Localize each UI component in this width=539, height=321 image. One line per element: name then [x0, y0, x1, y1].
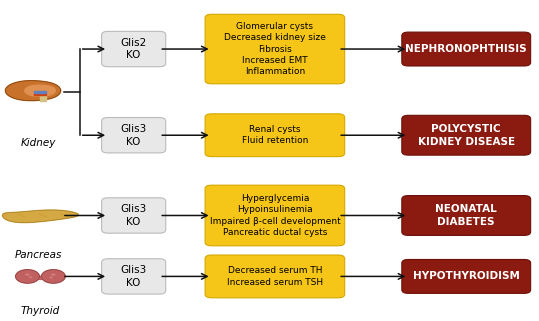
- FancyBboxPatch shape: [205, 114, 345, 157]
- FancyBboxPatch shape: [205, 255, 345, 298]
- Text: Pancreas: Pancreas: [15, 250, 63, 260]
- Text: Decreased serum TH
Increased serum TSH: Decreased serum TH Increased serum TSH: [227, 266, 323, 287]
- FancyBboxPatch shape: [402, 195, 530, 235]
- FancyBboxPatch shape: [101, 198, 166, 233]
- Text: Glis2
KO: Glis2 KO: [121, 38, 147, 60]
- Polygon shape: [42, 270, 65, 283]
- Text: Renal cysts
Fluid retention: Renal cysts Fluid retention: [241, 125, 308, 145]
- Text: POLYCYSTIC
KIDNEY DISEASE: POLYCYSTIC KIDNEY DISEASE: [418, 124, 515, 147]
- FancyBboxPatch shape: [205, 14, 345, 84]
- Text: Glis3
KO: Glis3 KO: [121, 204, 147, 227]
- Bar: [40, 94, 46, 101]
- Polygon shape: [5, 81, 61, 101]
- Text: Hyperglycemia
Hypoinsulinemia
Impaired β-cell development
Pancreatic ductal cyst: Hyperglycemia Hypoinsulinemia Impaired β…: [210, 194, 340, 237]
- Bar: [34, 93, 46, 95]
- Ellipse shape: [52, 274, 55, 275]
- FancyBboxPatch shape: [101, 259, 166, 294]
- Text: Thyroid: Thyroid: [21, 306, 60, 316]
- Polygon shape: [25, 85, 56, 96]
- Text: NEONATAL
DIABETES: NEONATAL DIABETES: [436, 204, 497, 227]
- FancyBboxPatch shape: [402, 115, 530, 155]
- Ellipse shape: [50, 277, 52, 278]
- Ellipse shape: [34, 276, 46, 279]
- Bar: [34, 91, 46, 93]
- Text: HYPOTHYROIDISM: HYPOTHYROIDISM: [413, 272, 520, 282]
- FancyBboxPatch shape: [402, 32, 530, 66]
- FancyBboxPatch shape: [101, 117, 166, 153]
- Ellipse shape: [26, 274, 29, 275]
- Text: NEPHRONOPHTHISIS: NEPHRONOPHTHISIS: [405, 44, 527, 54]
- Ellipse shape: [30, 277, 32, 278]
- FancyBboxPatch shape: [402, 259, 530, 293]
- FancyBboxPatch shape: [101, 31, 166, 67]
- Text: Glis3
KO: Glis3 KO: [121, 265, 147, 288]
- Text: Glomerular cysts
Decreased kidney size
Fibrosis
Increased EMT
Inflammation: Glomerular cysts Decreased kidney size F…: [224, 22, 326, 76]
- Text: Kidney: Kidney: [21, 138, 57, 148]
- Text: Glis3
KO: Glis3 KO: [121, 124, 147, 147]
- Polygon shape: [16, 270, 39, 283]
- FancyBboxPatch shape: [205, 185, 345, 246]
- Polygon shape: [3, 210, 78, 222]
